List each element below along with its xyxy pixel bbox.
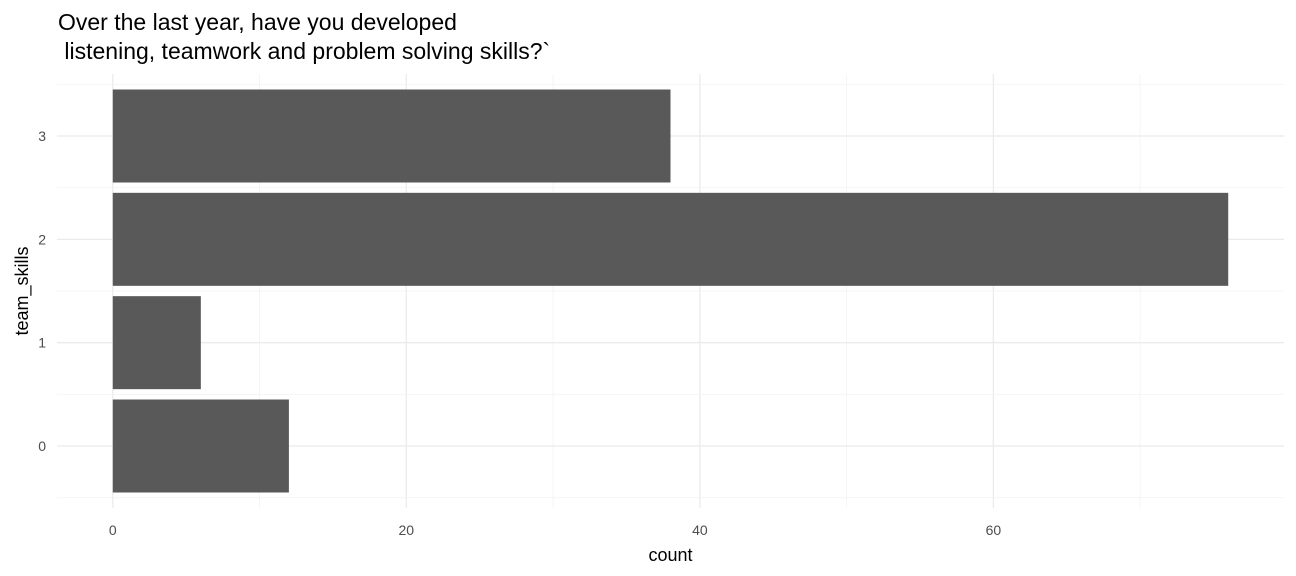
y-tick-label: 2 <box>38 231 46 247</box>
y-axis-title: team_skills <box>12 246 33 335</box>
y-tick-label: 0 <box>38 438 46 454</box>
x-tick-label: 40 <box>692 522 708 538</box>
x-axis-title: count <box>648 545 692 565</box>
y-tick-label: 1 <box>38 335 46 351</box>
y-axis-ticks: 0 1 2 3 <box>38 128 46 454</box>
x-tick-label: 20 <box>399 522 415 538</box>
bar-3 <box>112 89 671 183</box>
bars <box>112 89 1229 493</box>
y-tick-label: 3 <box>38 128 46 144</box>
bar-2 <box>112 192 1229 286</box>
x-tick-label: 60 <box>986 522 1002 538</box>
bar-1 <box>112 296 201 390</box>
x-tick-label: 0 <box>109 522 117 538</box>
chart-title-line2: listening, teamwork and problem solving … <box>58 38 551 64</box>
chart-title: Over the last year, have you developed l… <box>58 8 550 66</box>
chart-title-line1: Over the last year, have you developed <box>58 9 457 35</box>
bar-0 <box>112 399 289 493</box>
x-axis-ticks: 0 20 40 60 <box>109 522 1002 538</box>
